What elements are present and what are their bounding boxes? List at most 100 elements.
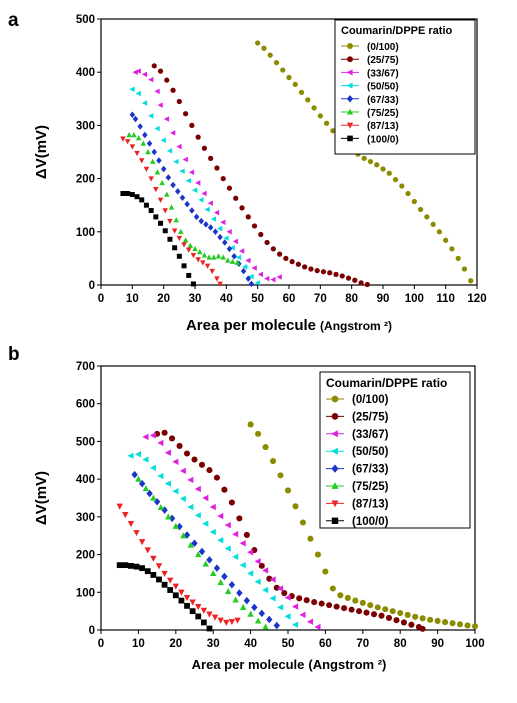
legend-item: (100/0) [341,134,399,145]
data-point [307,535,314,542]
data-point [318,600,325,607]
y-tick-label: 300 [76,512,95,524]
data-point [323,120,330,126]
data-point [352,597,359,604]
legend-label: (67/33) [352,464,389,476]
data-point [167,218,173,225]
data-point [162,208,168,214]
data-point [224,521,231,529]
y-tick-label: 300 [76,120,95,132]
data-point [157,472,164,480]
series-3 [127,451,299,628]
data-point [172,245,178,251]
data-point [224,545,231,552]
data-point [364,281,370,288]
data-point [327,270,333,276]
x-tick-label: 60 [319,638,332,650]
data-point [389,608,396,615]
legend-item: (67/33) [341,95,399,106]
legend-swatch-marker [331,447,338,455]
data-point [228,619,236,626]
y-tick-label: 500 [76,436,95,448]
data-point [442,619,449,626]
data-point [198,197,204,203]
x-tick-label: 110 [436,293,455,305]
legend-swatch-marker [346,122,354,129]
data-point [232,596,239,603]
data-point [156,576,162,583]
data-point [200,619,207,626]
data-point [226,229,232,235]
data-point [135,68,141,74]
data-point [367,158,374,165]
data-point [405,190,411,197]
data-point [221,486,228,493]
data-point [206,556,213,564]
series-7 [120,190,196,287]
legend-label: (33/67) [352,429,389,441]
data-point [239,603,247,610]
data-point [308,266,314,272]
data-point [135,475,142,482]
data-point [171,228,178,234]
data-point [167,587,174,593]
legend-item: (33/67) [326,429,389,441]
data-point [262,444,269,451]
legend-label: (0/100) [352,394,389,406]
data-point [168,204,175,210]
data-point [149,464,156,472]
panel-b-legend: Coumarin/DPPE ratio (0/100) (25/75) (33/67… [319,371,471,529]
data-point [189,122,195,129]
data-point [231,253,237,260]
x-tick-label: 10 [132,638,145,650]
data-point [195,134,201,140]
panel-a: a 0 10 20 30 40 50 60 70 80 90 100 110 120 0 100 200 300… [8,10,487,334]
series-6 [120,136,223,287]
data-point [190,281,196,287]
x-tick-label: 40 [244,638,257,650]
x-tick-label: 70 [314,293,327,305]
legend-item: (33/67) [341,68,399,79]
data-point [189,207,195,214]
data-point [182,237,189,243]
y-tick-label: 0 [89,625,95,637]
data-point [255,430,262,437]
data-point [277,472,284,479]
data-point [168,514,176,523]
data-point [214,276,220,282]
data-point [195,551,202,558]
panel-a-ylabel: ΔV(mV) [33,125,50,179]
data-point [164,449,171,456]
legend-item: (0/100) [341,42,399,53]
data-point [443,237,449,243]
data-point [127,452,134,459]
data-point [284,487,292,494]
data-point [161,581,168,588]
data-point [397,609,404,617]
legend-label: (100/0) [352,516,389,528]
data-point [211,614,219,621]
data-point [471,623,479,630]
data-point [129,192,135,198]
series-0 [247,421,479,630]
data-point [266,575,273,582]
data-point [176,98,182,105]
data-point [126,131,132,138]
data-point [190,252,197,259]
data-point [382,606,389,613]
data-point [176,143,182,150]
data-point [284,613,291,620]
data-point [419,625,426,632]
data-point [399,183,405,189]
x-tick-label: 70 [356,638,369,650]
data-point [191,539,198,548]
data-point [311,599,318,606]
legend-item: (75/25) [341,108,399,119]
data-point [333,603,340,610]
data-point [148,176,154,182]
data-point [292,603,299,610]
data-point [449,246,455,252]
data-point [455,255,461,262]
legend-swatch-marker [331,500,339,508]
data-point [251,223,258,229]
